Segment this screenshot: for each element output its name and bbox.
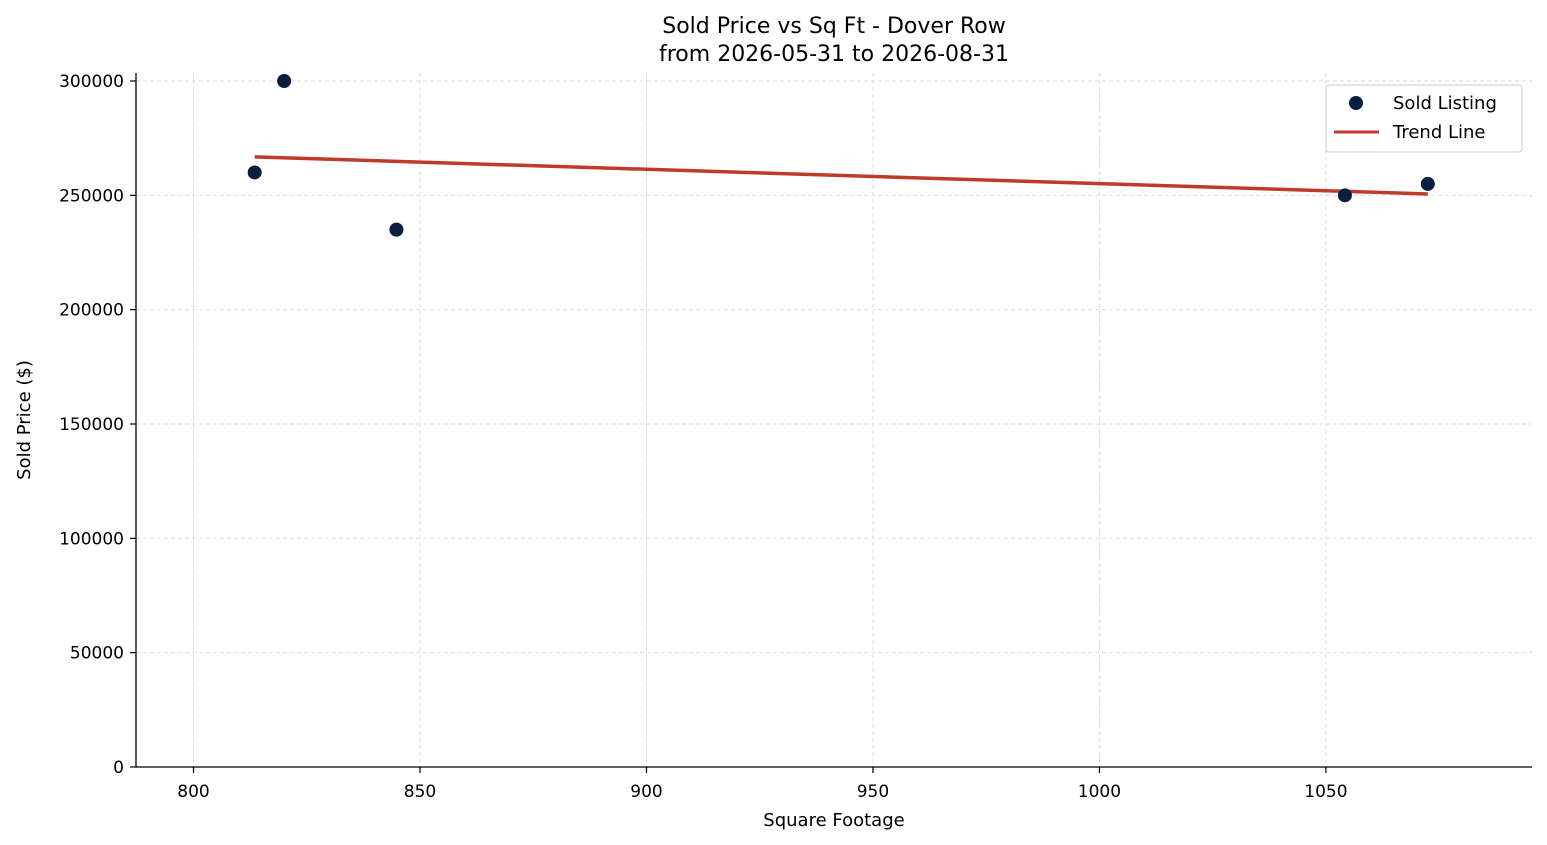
legend-box: [1325, 84, 1523, 153]
legend-label-trend-line: Trend Line: [1392, 122, 1486, 143]
y-tick-label: 150000: [59, 415, 124, 435]
y-tick-label: 50000: [70, 644, 124, 664]
y-tick-label: 0: [113, 758, 124, 778]
x-tick-label: 800: [177, 782, 209, 802]
x-tick-label: 900: [630, 782, 662, 802]
chart-title-line2: from 2026-05-31 to 2026-08-31: [659, 42, 1009, 67]
scatter-point: [277, 74, 292, 89]
y-axis-label: Sold Price ($): [14, 360, 35, 480]
data-series: [247, 74, 1435, 237]
scatter-point: [247, 165, 262, 180]
y-tick-label: 250000: [59, 186, 124, 206]
chart-title-line1: Sold Price vs Sq Ft - Dover Row: [662, 14, 1006, 39]
trend-line: [254, 155, 1428, 196]
grid-lines: [136, 73, 1532, 768]
y-tick-label: 200000: [59, 301, 124, 321]
y-tick-label: 300000: [59, 72, 124, 92]
x-tick-label: 1050: [1304, 782, 1347, 802]
legend-scatter-marker: [1349, 96, 1363, 110]
x-axis-label: Square Footage: [763, 810, 904, 831]
x-tick-label: 950: [857, 782, 889, 802]
x-axis-ticks: 800 850 900 950 1000 1050: [177, 767, 1348, 802]
legend: Sold Listing Trend Line: [1325, 84, 1523, 153]
y-axis-ticks: 0 50000 100000 150000 200000 250000 300000: [59, 72, 136, 778]
scatter-point: [1337, 188, 1352, 203]
x-tick-label: 1000: [1078, 782, 1121, 802]
scatter-point: [389, 222, 404, 237]
x-tick-label: 850: [404, 782, 436, 802]
scatter-point: [1420, 176, 1435, 191]
legend-label-sold-listing: Sold Listing: [1393, 93, 1497, 114]
y-tick-label: 100000: [59, 529, 124, 549]
